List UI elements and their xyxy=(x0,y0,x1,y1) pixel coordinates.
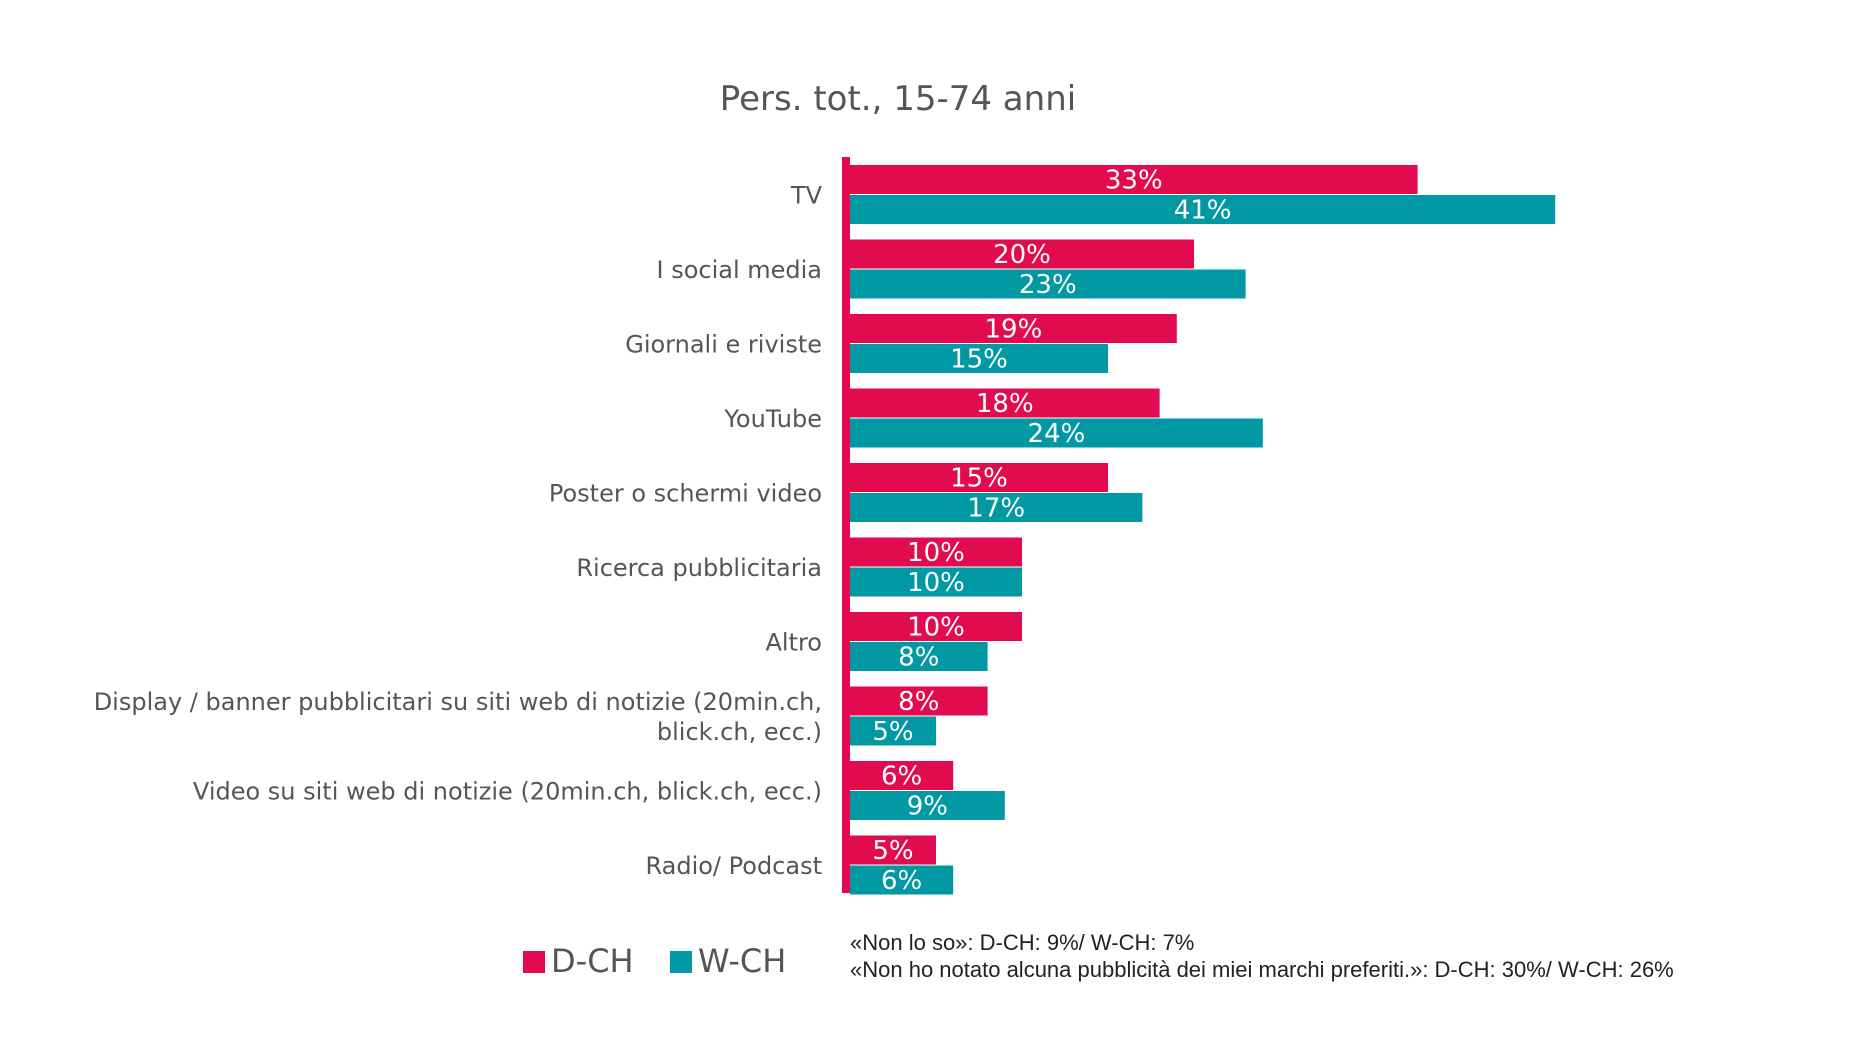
category-label: blick.ch, ecc.) xyxy=(657,718,822,746)
category-label: Giornali e riviste xyxy=(625,331,822,359)
bar-d-ch xyxy=(850,165,1418,194)
footnote-not-noticed: «Non ho notato alcuna pubblicità dei mie… xyxy=(850,957,1674,982)
bar-d-ch xyxy=(850,612,1022,641)
bar-w-ch xyxy=(850,865,954,895)
bar-w-ch xyxy=(850,493,1143,522)
value-label-d-ch: 5% xyxy=(872,836,913,866)
category-label: Altro xyxy=(765,629,822,657)
bar-d-ch xyxy=(850,239,1194,269)
value-label-w-ch: 8% xyxy=(898,643,939,673)
legend-swatch-w-ch xyxy=(670,951,692,973)
bar-w-ch xyxy=(850,567,1022,597)
bar-w-ch xyxy=(850,418,1263,448)
value-label-d-ch: 6% xyxy=(881,762,922,792)
value-label-w-ch: 9% xyxy=(907,792,948,822)
bar-d-ch xyxy=(850,314,1177,343)
value-label-w-ch: 23% xyxy=(1019,270,1077,300)
chart-title: Pers. tot., 15-74 anni xyxy=(720,79,1076,119)
category-label: I social media xyxy=(656,256,822,284)
value-label-d-ch: 10% xyxy=(907,538,965,568)
bar-d-ch xyxy=(850,686,988,716)
legend-label-d-ch: D-CH xyxy=(551,942,634,980)
value-label-w-ch: 10% xyxy=(907,568,965,598)
bar-d-ch xyxy=(850,761,954,790)
footnotes: «Non lo so»: D-CH: 9%/ W-CH: 7% «Non ho … xyxy=(850,930,1674,982)
value-label-w-ch: 17% xyxy=(967,494,1025,524)
value-label-d-ch: 20% xyxy=(993,240,1051,270)
value-label-d-ch: 33% xyxy=(1105,166,1163,196)
category-label: TV xyxy=(790,182,823,210)
category-label: YouTube xyxy=(723,405,822,433)
bar-d-ch xyxy=(850,537,1022,567)
bar-w-ch xyxy=(850,791,1005,820)
legend-label-w-ch: W-CH xyxy=(698,942,786,980)
value-label-w-ch: 6% xyxy=(881,866,922,896)
value-label-d-ch: 15% xyxy=(950,464,1008,494)
category-label: Poster o schermi video xyxy=(549,480,822,508)
value-labels: 33%41%20%23%19%15%18%24%15%17%10%10%10%8… xyxy=(872,166,1231,897)
bar-d-ch xyxy=(850,463,1108,492)
footnote-dont-know: «Non lo so»: D-CH: 9%/ W-CH: 7% xyxy=(850,930,1194,955)
value-label-d-ch: 8% xyxy=(898,687,939,717)
value-label-d-ch: 19% xyxy=(985,315,1043,345)
bar-w-ch xyxy=(850,269,1246,299)
category-label: Video su siti web di notizie (20min.ch, … xyxy=(193,778,822,806)
bar-w-ch xyxy=(850,344,1108,373)
value-label-w-ch: 41% xyxy=(1174,196,1232,226)
bar-w-ch xyxy=(850,716,936,746)
category-label: Radio/ Podcast xyxy=(645,852,822,880)
category-label: Display / banner pubblicitari su siti we… xyxy=(94,688,822,716)
value-label-w-ch: 15% xyxy=(950,345,1008,375)
value-label-w-ch: 5% xyxy=(872,717,913,747)
y-axis-line xyxy=(842,157,850,893)
bar-w-ch xyxy=(850,195,1556,224)
value-label-d-ch: 10% xyxy=(907,613,965,643)
bars xyxy=(850,165,1556,895)
value-label-d-ch: 18% xyxy=(976,389,1034,419)
category-label: Ricerca pubblicitaria xyxy=(576,554,822,582)
bar-w-ch xyxy=(850,642,988,671)
bar-d-ch xyxy=(850,835,936,865)
category-labels: TV I social media Giornali e riviste YouTub… xyxy=(94,182,823,881)
value-label-w-ch: 24% xyxy=(1028,419,1086,449)
legend: D-CH W-CH xyxy=(523,942,786,980)
legend-swatch-d-ch xyxy=(523,951,545,973)
bar-d-ch xyxy=(850,388,1160,418)
